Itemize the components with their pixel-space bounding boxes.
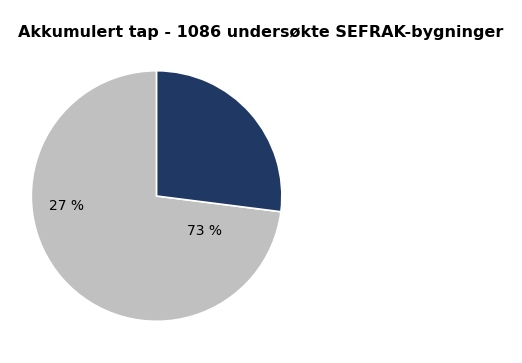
Text: 73 %: 73 %: [187, 224, 222, 238]
Wedge shape: [157, 71, 282, 212]
Wedge shape: [31, 71, 281, 321]
Text: Akkumulert tap - 1086 undersøkte SEFRAK-bygninger: Akkumulert tap - 1086 undersøkte SEFRAK-…: [18, 25, 504, 40]
Text: 27 %: 27 %: [49, 199, 84, 213]
Legend: Gjenstående, Tapt 1.-4.omd: Gjenstående, Tapt 1.-4.omd: [351, 175, 474, 224]
